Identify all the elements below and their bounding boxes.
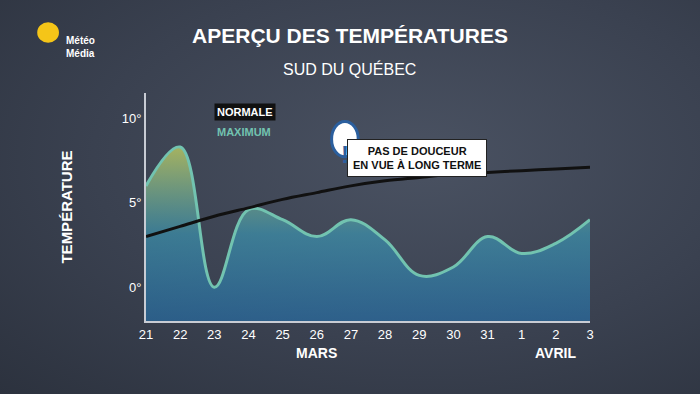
svg-text:27: 27 <box>344 327 358 342</box>
svg-text:26: 26 <box>310 327 324 342</box>
svg-text:23: 23 <box>207 327 221 342</box>
svg-text:APERÇU DES TEMPÉRATURES: APERÇU DES TEMPÉRATURES <box>192 24 508 47</box>
svg-text:2: 2 <box>552 327 559 342</box>
svg-text:MétéoMédia: MétéoMédia <box>66 35 95 59</box>
svg-text:10°: 10° <box>122 111 142 126</box>
svg-text:28: 28 <box>378 327 392 342</box>
svg-text:3: 3 <box>586 327 593 342</box>
svg-text:!: ! <box>341 141 349 168</box>
svg-text:21: 21 <box>139 327 153 342</box>
svg-text:31: 31 <box>480 327 494 342</box>
svg-text:AVRIL: AVRIL <box>535 345 576 361</box>
svg-text:29: 29 <box>412 327 426 342</box>
svg-text:0°: 0° <box>129 280 141 295</box>
svg-text:SUD DU QUÉBEC: SUD DU QUÉBEC <box>283 60 416 78</box>
svg-text:MAXIMUM: MAXIMUM <box>217 126 271 138</box>
svg-text:22: 22 <box>173 327 187 342</box>
svg-text:24: 24 <box>241 327 255 342</box>
svg-text:30: 30 <box>446 327 460 342</box>
svg-text:TEMPÉRATURE: TEMPÉRATURE <box>58 150 75 263</box>
svg-text:25: 25 <box>275 327 289 342</box>
svg-text:MARS: MARS <box>296 345 337 361</box>
svg-text:5°: 5° <box>129 195 141 210</box>
svg-text:NORMALE: NORMALE <box>217 106 273 118</box>
svg-text:PAS DE DOUCEUREN VUE À LONG TE: PAS DE DOUCEUREN VUE À LONG TERME <box>353 145 481 171</box>
svg-text:1: 1 <box>518 327 525 342</box>
